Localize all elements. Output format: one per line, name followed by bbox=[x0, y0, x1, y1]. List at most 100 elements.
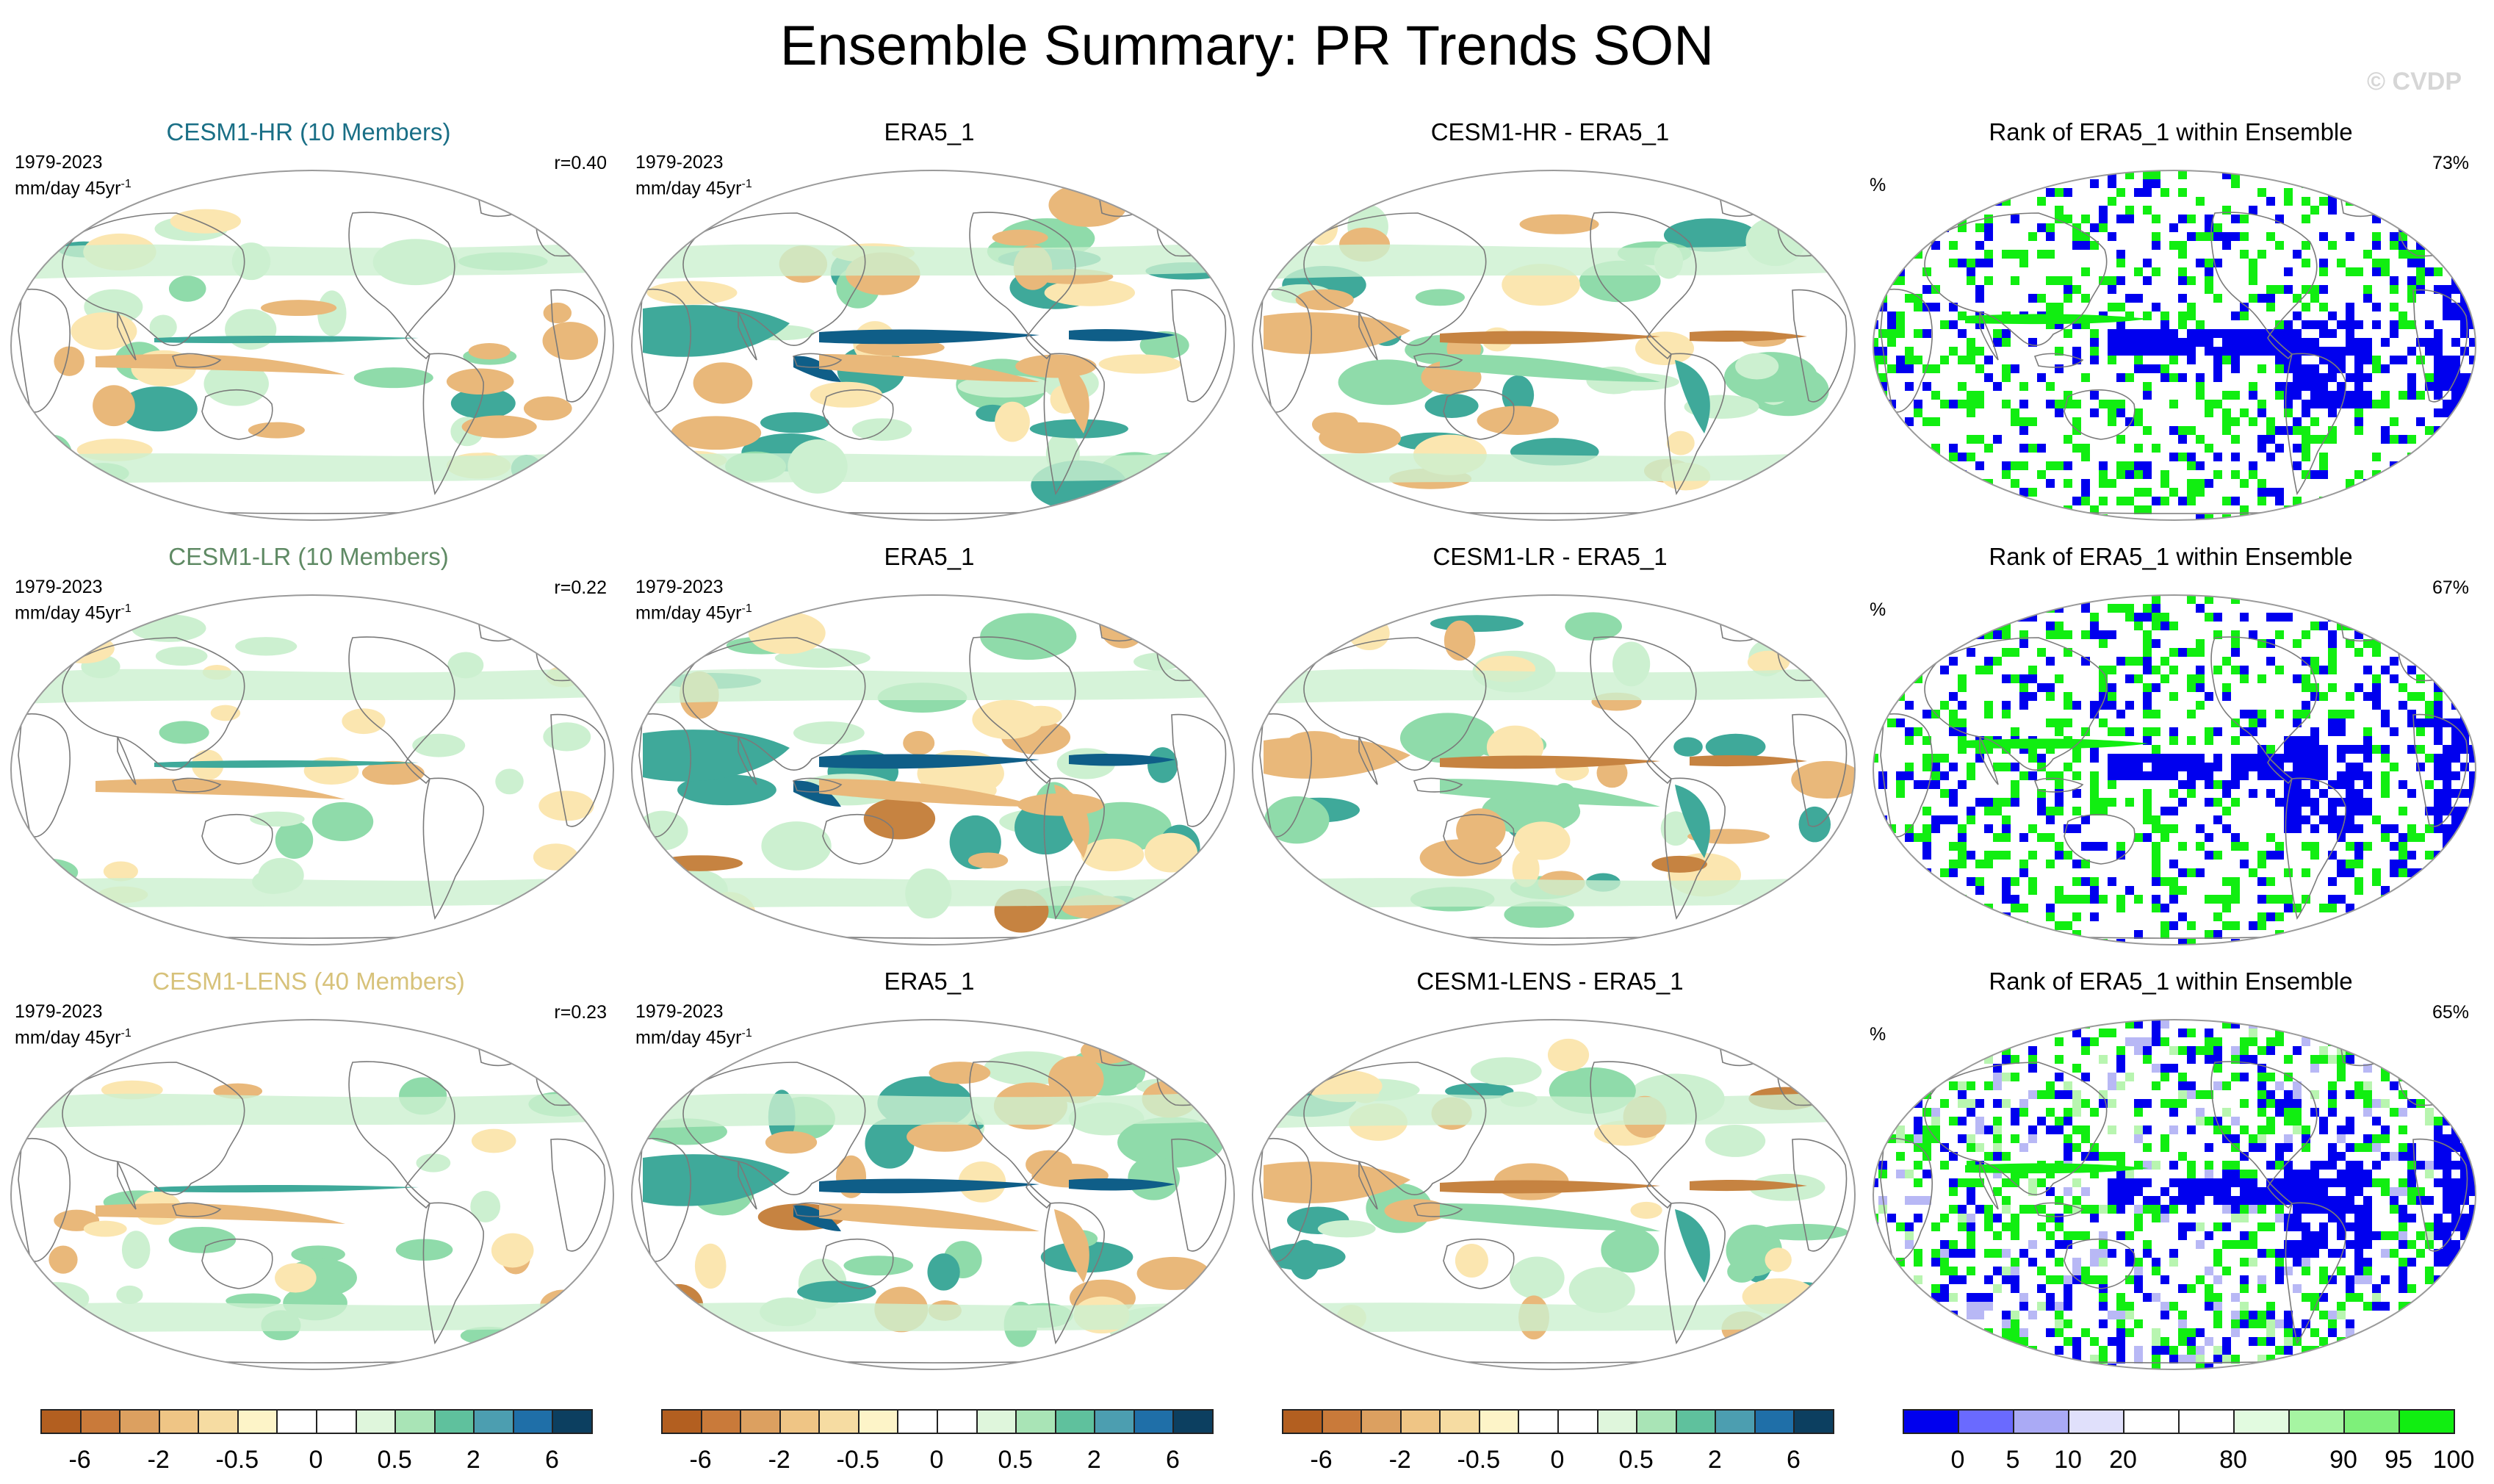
rank-cell bbox=[1975, 921, 1984, 930]
rank-cell bbox=[2407, 948, 2416, 954]
rank-cell bbox=[2249, 259, 2257, 267]
rank-cell bbox=[2399, 701, 2407, 710]
rank-cell bbox=[2275, 1081, 2284, 1090]
rank-cell bbox=[2346, 347, 2354, 356]
rank-cell bbox=[2108, 408, 2116, 417]
rank-cell bbox=[2469, 1240, 2476, 1249]
rank-cell bbox=[2152, 1196, 2160, 1205]
south-band bbox=[643, 1301, 1230, 1334]
rank-cell bbox=[1896, 364, 1905, 373]
rank-cell bbox=[2011, 1284, 2019, 1293]
rank-cell bbox=[2469, 338, 2476, 347]
rank-cell bbox=[2399, 1152, 2407, 1161]
rank-cell bbox=[2434, 1258, 2443, 1267]
rank-cell bbox=[2310, 1355, 2319, 1364]
rank-cell bbox=[2425, 948, 2434, 954]
rank-cell bbox=[2081, 1275, 2090, 1284]
rank-cell bbox=[2275, 1178, 2284, 1187]
rank-cell bbox=[2434, 453, 2443, 461]
rank-cell bbox=[2249, 294, 2257, 303]
rank-cell bbox=[1914, 630, 1922, 639]
rank-cell bbox=[2399, 639, 2407, 648]
rank-cell bbox=[2275, 613, 2284, 622]
amazon-dry bbox=[1054, 1209, 1089, 1283]
rank-cell bbox=[2310, 1205, 2319, 1214]
colorbar-box bbox=[1439, 1409, 1480, 1434]
rank-cell bbox=[2372, 259, 2381, 267]
rank-cell bbox=[2399, 780, 2407, 789]
rank-cell bbox=[2019, 1143, 2028, 1152]
rank-cell bbox=[2293, 1284, 2302, 1293]
rank-cell bbox=[2293, 1011, 2302, 1020]
rank-cell bbox=[2064, 1319, 2072, 1328]
rank-cell bbox=[1958, 1090, 1967, 1099]
rank-cell bbox=[2028, 824, 2037, 833]
rank-cell bbox=[2187, 1355, 2196, 1364]
rank-cell bbox=[1993, 382, 2002, 391]
rank-cell bbox=[2434, 727, 2443, 736]
rank-cell bbox=[2425, 373, 2434, 382]
rank-cell bbox=[2081, 877, 2090, 886]
rank-cell bbox=[2222, 807, 2231, 815]
rank-cell bbox=[2407, 886, 2416, 895]
period-label: 1979-2023 bbox=[15, 152, 103, 173]
rank-cell bbox=[2478, 771, 2479, 780]
rank-cell bbox=[2205, 1143, 2213, 1152]
rank-cell bbox=[2037, 223, 2046, 232]
coastline-central-america bbox=[405, 333, 431, 360]
rank-cell bbox=[2116, 250, 2125, 259]
rank-cell bbox=[1905, 613, 1914, 622]
rank-cell bbox=[2108, 692, 2116, 701]
rank-cell bbox=[2363, 692, 2372, 701]
rank-cell bbox=[2134, 613, 2143, 622]
rank-cell bbox=[2310, 320, 2319, 329]
rank-cell bbox=[1975, 435, 1984, 444]
rank-cell bbox=[2090, 338, 2099, 347]
rank-cell bbox=[2302, 1125, 2310, 1134]
rank-cell bbox=[2240, 710, 2249, 718]
rank-cell bbox=[2257, 1275, 2266, 1284]
coastline-north-america bbox=[1590, 1061, 1697, 1185]
rank-cell bbox=[2231, 666, 2240, 674]
rank-cell bbox=[2469, 303, 2476, 311]
rank-cell bbox=[2116, 904, 2125, 912]
rank-cell bbox=[1967, 1337, 1975, 1346]
rank-cell bbox=[2451, 1205, 2460, 1214]
rank-cell bbox=[1975, 912, 1984, 921]
rank-cell bbox=[2451, 1178, 2460, 1187]
rank-cell bbox=[1914, 1161, 1922, 1170]
rank-cell bbox=[2443, 648, 2451, 657]
trend-blob bbox=[1519, 214, 1599, 234]
rank-cell bbox=[2072, 877, 2081, 886]
rank-cell bbox=[1967, 179, 1975, 188]
rank-cell bbox=[2213, 798, 2222, 807]
rank-cell bbox=[2116, 1170, 2125, 1178]
rank-cell bbox=[1940, 666, 1949, 674]
trend-blob bbox=[1338, 359, 1437, 406]
rank-cell bbox=[1940, 461, 1949, 470]
rank-cell bbox=[2213, 727, 2222, 736]
trend-blob bbox=[548, 1311, 613, 1338]
rank-cell bbox=[2337, 1311, 2346, 1319]
rank-cell bbox=[2240, 1152, 2249, 1161]
rank-cell bbox=[2055, 1302, 2064, 1311]
rank-cell bbox=[1905, 1240, 1914, 1249]
rank-cell bbox=[2407, 294, 2416, 303]
rank-cell bbox=[2213, 1178, 2222, 1187]
rank-cell bbox=[2319, 461, 2328, 470]
rank-cell bbox=[2205, 1372, 2213, 1378]
rank-cell bbox=[2249, 1205, 2257, 1214]
rank-cell bbox=[1887, 1020, 1896, 1029]
rank-cell bbox=[1949, 789, 1958, 798]
rank-cell bbox=[2028, 771, 2037, 780]
rank-cell bbox=[2451, 311, 2460, 320]
rank-cell bbox=[2028, 886, 2037, 895]
rank-cell bbox=[2011, 1117, 2019, 1125]
rank-cell bbox=[2346, 373, 2354, 382]
rank-cell bbox=[2019, 400, 2028, 408]
rank-cell bbox=[2222, 347, 2231, 356]
trend-blob bbox=[1502, 375, 1535, 415]
rank-cell bbox=[2099, 683, 2108, 692]
colorbar-box bbox=[552, 1409, 593, 1434]
rank-cell bbox=[1949, 347, 1958, 356]
